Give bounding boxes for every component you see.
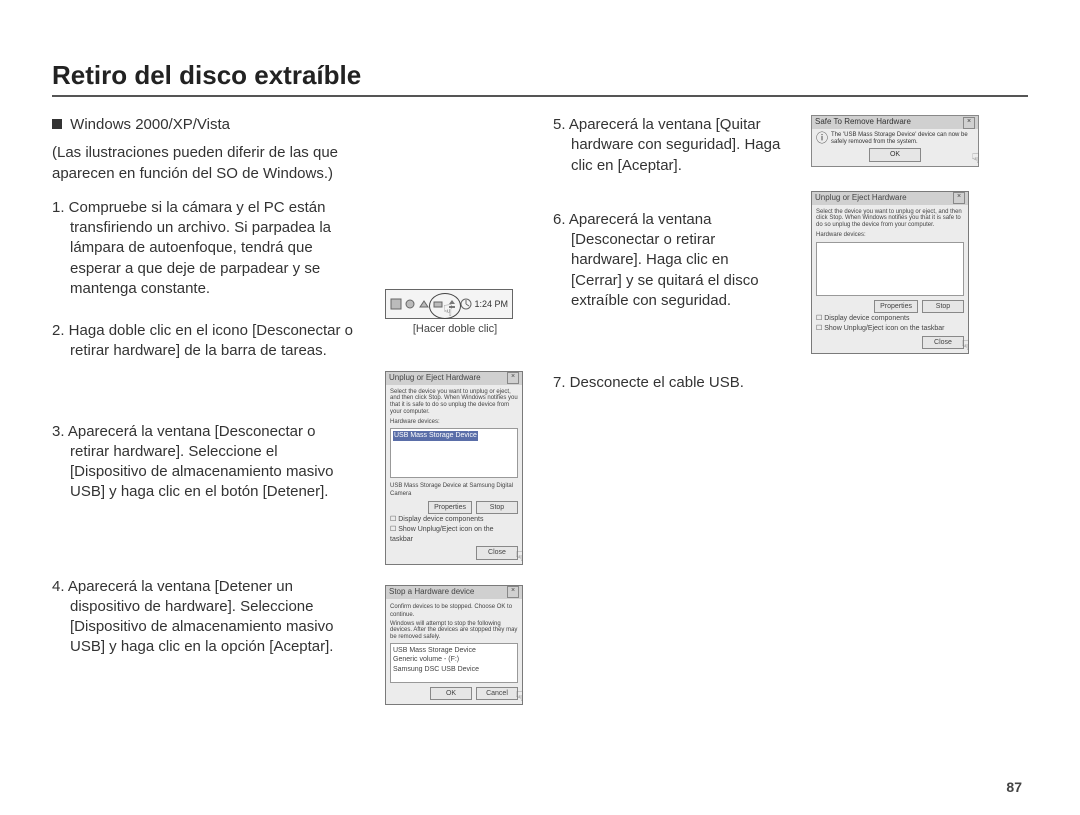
check-show-icon[interactable]: ☐ Show Unplug/Eject icon on the taskbar <box>816 324 964 333</box>
stop-button[interactable]: Stop <box>922 300 964 313</box>
device-list[interactable]: USB Mass Storage Device Generic volume -… <box>390 643 518 683</box>
step-4: 4. Aparecerá la ventana [Detener un disp… <box>52 577 357 658</box>
step-3: 3. Aparecerá la ventana [Desconectar o r… <box>52 422 357 503</box>
cursor-icon: ☟ <box>515 687 524 706</box>
cursor-icon: ☟ <box>443 301 453 323</box>
right-image-column: Safe To Remove Hardware × ⓘ The 'USB Mas… <box>811 115 971 715</box>
spacer <box>385 337 525 371</box>
device-status: USB Mass Storage Device at Samsung Digit… <box>390 482 518 498</box>
tray-icon <box>460 298 472 310</box>
dialog-desc: Confirm devices to be stopped. Choose OK… <box>390 603 518 619</box>
device-item[interactable]: Generic volume - (F:) <box>393 655 515 664</box>
dialog-title: Unplug or Eject Hardware <box>815 193 907 204</box>
dialog-title: Stop a Hardware device <box>389 587 474 598</box>
device-list[interactable]: USB Mass Storage Device <box>390 428 518 478</box>
device-list[interactable] <box>816 242 964 296</box>
dialog-desc2: Windows will attempt to stop the followi… <box>390 621 518 641</box>
dialog-body: Confirm devices to be stopped. Choose OK… <box>386 599 522 704</box>
left-column: Windows 2000/XP/Vista (Las ilustraciones… <box>52 115 357 715</box>
dialog-title: Safe To Remove Hardware <box>815 117 911 128</box>
mid-column: 1:24 PM ☟ [Hacer doble clic] Unplug or E… <box>385 115 525 715</box>
spacer <box>385 115 525 283</box>
step-7: 7. Desconecte el cable USB. <box>553 373 783 393</box>
dialog-titlebar: Safe To Remove Hardware × <box>812 116 978 129</box>
check-components[interactable]: ☐ Display device components <box>816 314 964 323</box>
cancel-button[interactable]: Cancel <box>476 687 518 700</box>
page-title: Retiro del disco extraíble <box>52 60 1028 91</box>
tray-icon <box>404 298 416 310</box>
close-row: Close <box>390 546 518 559</box>
stop-device-dialog: Stop a Hardware device × Confirm devices… <box>385 585 523 705</box>
safe-remove-dialog: Safe To Remove Hardware × ⓘ The 'USB Mas… <box>811 115 979 167</box>
cursor-icon: ☟ <box>971 149 980 168</box>
manual-page: Retiro del disco extraíble Windows 2000/… <box>0 0 1080 815</box>
list-label: Hardware devices: <box>816 231 964 239</box>
dialog-titlebar: Stop a Hardware device × <box>386 586 522 599</box>
dialog-desc: Select the device you want to unplug or … <box>816 209 964 229</box>
dialog-text: The 'USB Mass Storage Device' device can… <box>831 132 974 145</box>
device-item[interactable]: USB Mass Storage Device <box>393 431 478 440</box>
close-icon[interactable]: × <box>963 117 975 129</box>
step-2: 2. Haga doble clic en el icono [Desconec… <box>52 321 357 362</box>
os-heading-text: Windows 2000/XP/Vista <box>70 116 230 133</box>
dialog-body: Select the device you want to unplug or … <box>812 205 968 354</box>
spacer <box>811 177 971 191</box>
close-icon[interactable]: × <box>953 192 965 204</box>
tray-icon <box>390 298 402 310</box>
button-row: Properties Stop <box>390 501 518 514</box>
right-text-column: 5. Aparecerá la ventana [Quitar hardware… <box>553 115 783 715</box>
cursor-icon: ☟ <box>961 336 970 355</box>
stop-button[interactable]: Stop <box>476 501 518 514</box>
content-columns: Windows 2000/XP/Vista (Las ilustraciones… <box>52 115 1028 715</box>
bullet-icon <box>52 119 62 129</box>
dialog-titlebar: Unplug or Eject Hardware × <box>386 372 522 385</box>
button-row: Properties Stop <box>816 300 964 313</box>
list-label: Hardware devices: <box>390 418 518 426</box>
properties-button[interactable]: Properties <box>428 501 472 514</box>
device-item[interactable]: Samsung DSC USB Device <box>393 665 515 674</box>
ok-button[interactable]: OK <box>869 148 921 161</box>
os-heading: Windows 2000/XP/Vista <box>52 115 357 135</box>
close-icon[interactable]: × <box>507 372 519 384</box>
tray-caption: [Hacer doble clic] <box>385 322 525 337</box>
unplug-dialog: Unplug or Eject Hardware × Select the de… <box>385 371 523 565</box>
info-icon: ⓘ <box>816 132 828 145</box>
dialog-titlebar: Unplug or Eject Hardware × <box>812 192 968 205</box>
unplug-dialog-2: Unplug or Eject Hardware × Select the de… <box>811 191 969 355</box>
spacer <box>385 575 525 585</box>
dialog-desc: Select the device you want to unplug or … <box>390 389 518 415</box>
button-row: OK Cancel <box>390 687 518 700</box>
close-icon[interactable]: × <box>507 586 519 598</box>
ok-button[interactable]: OK <box>430 687 472 700</box>
step-5: 5. Aparecerá la ventana [Quitar hardware… <box>553 115 783 176</box>
check-show-icon[interactable]: ☐ Show Unplug/Eject icon on the taskbar <box>390 525 518 544</box>
close-button[interactable]: Close <box>476 546 518 559</box>
device-item[interactable]: USB Mass Storage Device <box>393 646 515 655</box>
button-row: OK <box>816 148 974 161</box>
system-tray: 1:24 PM ☟ <box>385 289 525 319</box>
dialog-body: ⓘ The 'USB Mass Storage Device' device c… <box>816 132 974 145</box>
close-row: Close <box>816 336 964 349</box>
properties-button[interactable]: Properties <box>874 300 918 313</box>
page-number: 87 <box>1006 779 1022 795</box>
intro-note: (Las ilustraciones pueden diferir de las… <box>52 143 357 184</box>
step-6: 6. Aparecerá la ventana [Desconectar o r… <box>553 210 783 311</box>
close-button[interactable]: Close <box>922 336 964 349</box>
dialog-title: Unplug or Eject Hardware <box>389 373 481 384</box>
tray-clock: 1:24 PM <box>474 298 508 310</box>
title-rule <box>52 95 1028 97</box>
check-components[interactable]: ☐ Display device components <box>390 515 518 524</box>
cursor-icon: ☟ <box>515 547 524 566</box>
step-1: 1. Compruebe si la cámara y el PC están … <box>52 198 357 299</box>
dialog-body: Select the device you want to unplug or … <box>386 385 522 564</box>
